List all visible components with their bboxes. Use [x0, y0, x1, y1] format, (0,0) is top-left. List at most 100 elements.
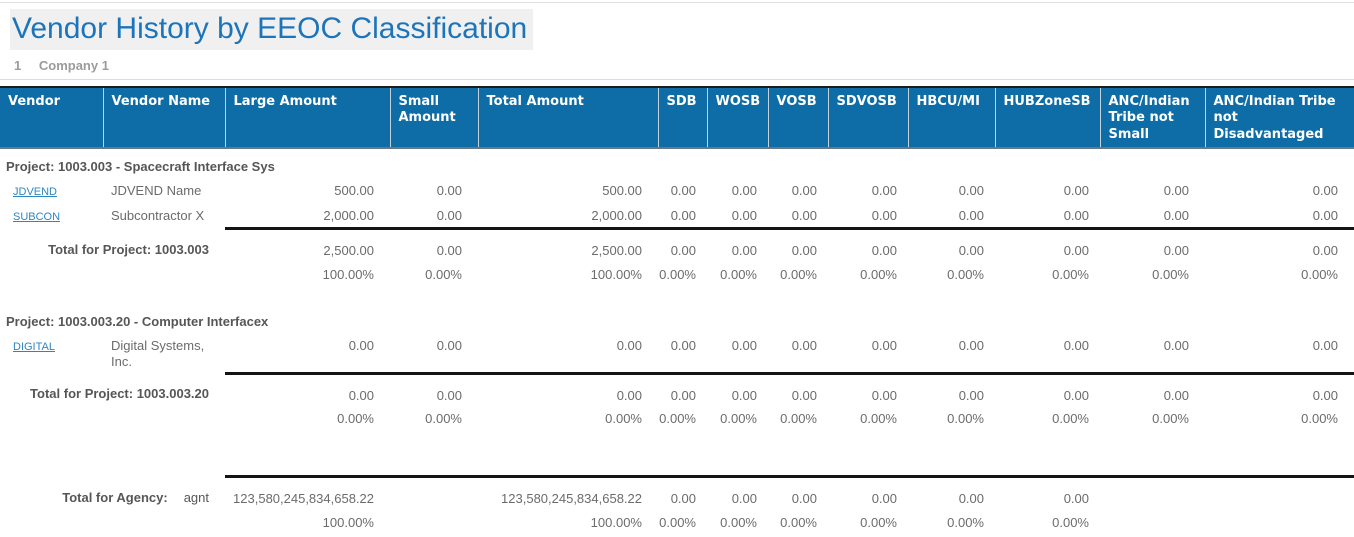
pct-hbcu-mi: 0.00%	[947, 410, 984, 426]
cell-vosb: 0.00	[768, 333, 828, 375]
vendor-name: JDVEND Name	[111, 183, 202, 199]
pct-hbcu-mi: 0.00%	[947, 266, 984, 282]
total-anc-not-disadvantaged: 0.00	[1312, 243, 1338, 259]
agency-pct-hbcu-mi: 0.00%	[947, 514, 984, 530]
cell-vosb: 0.00	[768, 203, 828, 231]
agency-pct-large-amount: 100.00%	[322, 514, 374, 530]
total-hubzonesb: 0.00	[1063, 387, 1089, 403]
agency-total-row: Total for Agency: agnt 123,580,245,834,65…	[0, 477, 1354, 509]
agency-pct-small-amount	[390, 509, 478, 537]
project-total-label: Total for Project: 1003.003	[48, 241, 209, 257]
vendor-link[interactable]: DIGITAL	[13, 341, 55, 354]
vendor-link[interactable]: SUBCON	[13, 211, 61, 224]
vendor-row: SUBCON Subcontractor X 2,000.00 0.00 2,0…	[0, 203, 1354, 231]
project-percent-row: 100.00% 0.00% 100.00% 0.00% 0.00% 0.00% …	[0, 261, 1354, 289]
total-sdvosb: 0.00	[871, 243, 897, 259]
col-header-hubzonesb: HUBZoneSB	[994, 86, 1100, 149]
cell-hbcu-mi: 0.00	[908, 333, 995, 375]
project-header-row: Project: 1003.003 - Spacecraft Interface…	[0, 148, 1354, 178]
pct-anc-not-disadvantaged: 0.00%	[1301, 410, 1338, 426]
agency-pct-vosb: 0.00%	[780, 514, 817, 530]
total-vosb: 0.00	[791, 387, 817, 403]
project-label: Project: 1003.003 - Spacecraft Interface…	[6, 158, 275, 174]
agency-wosb: 0.00	[731, 491, 757, 507]
cell-small-amount: 0.00	[390, 333, 478, 375]
agency-pct-sdb: 0.00%	[659, 514, 696, 530]
pct-anc-not-small: 0.00%	[1152, 410, 1189, 426]
col-header-hbcu-mi: HBCU/MI	[907, 86, 995, 149]
page-title: Vendor History by EEOC Classification	[10, 9, 534, 50]
cell-hbcu-mi: 0.00	[958, 183, 984, 199]
pct-vosb: 0.00%	[780, 410, 817, 426]
project-total-row: Total for Project: 1003.003 2,500.00 0.0…	[0, 229, 1354, 261]
agency-pct-anc-not-small	[1100, 509, 1205, 537]
agency-code: agnt	[183, 489, 209, 505]
col-header-wosb: WOSB	[706, 86, 768, 149]
total-wosb: 0.00	[731, 387, 757, 403]
total-anc-not-small: 0.00	[1163, 387, 1189, 403]
cell-anc-not-small: 0.00	[1100, 203, 1205, 231]
cell-anc-not-small: 0.00	[1100, 333, 1205, 375]
cell-sdvosb: 0.00	[871, 183, 897, 199]
pct-sdb: 0.00%	[659, 266, 696, 282]
agency-pct-anc-not-disadvantaged	[1205, 509, 1354, 537]
cell-total-amount: 2,000.00	[478, 203, 658, 231]
cell-sdvosb: 0.00	[828, 203, 908, 231]
total-wosb: 0.00	[731, 243, 757, 259]
cell-sdb: 0.00	[670, 183, 696, 199]
cell-total-amount: 500.00	[602, 183, 642, 199]
agency-pct-wosb: 0.00%	[720, 514, 757, 530]
cell-large-amount: 0.00	[225, 333, 390, 375]
total-anc-not-disadvantaged: 0.00	[1312, 387, 1338, 403]
agency-total-label: Total for Agency:	[62, 489, 168, 505]
total-small-amount: 0.00	[436, 243, 462, 259]
pct-small-amount: 0.00%	[425, 410, 462, 426]
cell-small-amount: 0.00	[390, 203, 478, 231]
total-sdvosb: 0.00	[871, 387, 897, 403]
pct-wosb: 0.00%	[720, 410, 757, 426]
total-hbcu-mi: 0.00	[958, 387, 984, 403]
pct-hubzonesb: 0.00%	[1052, 266, 1089, 282]
total-anc-not-small: 0.00	[1163, 243, 1189, 259]
agency-hbcu-mi: 0.00	[958, 491, 984, 507]
report-table: Vendor Vendor Name Large Amount Small Am…	[0, 86, 1354, 537]
vendor-name: Digital Systems, Inc.	[111, 338, 205, 369]
total-vosb: 0.00	[791, 243, 817, 259]
col-header-vosb: VOSB	[767, 86, 828, 149]
col-header-sdvosb: SDVOSB	[827, 86, 908, 149]
pct-total-amount: 0.00%	[605, 410, 642, 426]
cell-hubzonesb: 0.00	[995, 333, 1100, 375]
pct-anc-not-disadvantaged: 0.00%	[1301, 266, 1338, 282]
company-row: 1 Company 1	[0, 50, 1354, 80]
page-top-divider	[0, 2, 1354, 3]
agency-hubzonesb: 0.00	[1063, 491, 1089, 507]
total-small-amount: 0.00	[436, 387, 462, 403]
col-header-vendor: Vendor	[0, 86, 103, 149]
table-header-row: Vendor Vendor Name Large Amount Small Am…	[0, 86, 1354, 149]
cell-anc-not-disadvantaged: 0.00	[1312, 183, 1338, 199]
agency-sdb: 0.00	[670, 491, 696, 507]
agency-total-amount: 123,580,245,834,658.22	[501, 491, 642, 507]
agency-sdvosb: 0.00	[871, 491, 897, 507]
cell-wosb: 0.00	[707, 203, 768, 231]
total-large-amount: 0.00	[348, 387, 374, 403]
col-header-anc-not-small: ANC/Indian Tribe not Small	[1099, 86, 1205, 149]
cell-sdb: 0.00	[658, 333, 707, 375]
pct-sdvosb: 0.00%	[860, 410, 897, 426]
vendor-link[interactable]: JDVEND	[13, 186, 58, 199]
vendor-row: JDVEND JDVEND Name 500.00 0.00 500.00 0.…	[0, 178, 1354, 203]
cell-large-amount: 2,000.00	[225, 203, 390, 231]
pct-large-amount: 0.00%	[337, 410, 374, 426]
total-total-amount: 0.00	[616, 387, 642, 403]
agency-percent-row: 100.00% 100.00% 0.00% 0.00% 0.00% 0.00% …	[0, 509, 1354, 537]
agency-anc-not-disadvantaged	[1205, 477, 1354, 509]
cell-anc-not-disadvantaged: 0.00	[1205, 333, 1354, 375]
cell-hubzonesb: 0.00	[1063, 183, 1089, 199]
col-header-total-amount: Total Amount	[477, 86, 658, 149]
agency-pct-sdvosb: 0.00%	[860, 514, 897, 530]
pct-hubzonesb: 0.00%	[1052, 410, 1089, 426]
agency-large-amount: 123,580,245,834,658.22	[233, 491, 374, 507]
pct-sdvosb: 0.00%	[860, 266, 897, 282]
project-total-row: Total for Project: 1003.003.20 0.00 0.00…	[0, 373, 1354, 405]
project-percent-row: 0.00% 0.00% 0.00% 0.00% 0.00% 0.00% 0.00…	[0, 405, 1354, 433]
